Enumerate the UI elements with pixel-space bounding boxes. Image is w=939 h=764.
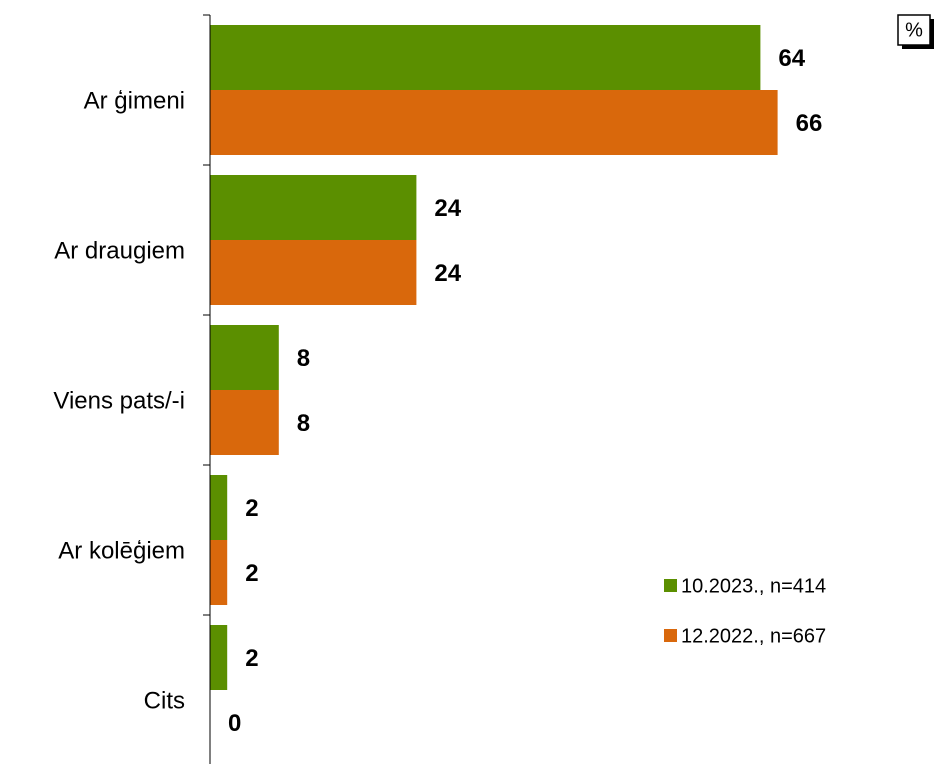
bar [210,390,279,455]
legend-swatch [664,579,677,592]
value-label: 24 [434,195,461,222]
bar [210,325,279,390]
category-label: Ar draugiem [54,237,185,264]
unit-box [897,14,931,46]
unit-label: % [905,19,923,41]
bar [210,90,778,155]
value-label: 0 [228,710,241,737]
category-label: Cits [144,687,185,714]
category-label: Ar ģimeni [84,87,185,114]
value-label: 64 [778,45,805,72]
bar [210,25,761,90]
category-label: Ar kolēģiem [58,537,185,564]
bar [210,540,228,605]
value-label: 8 [297,410,310,437]
value-label: 8 [297,345,310,372]
legend-swatch [664,629,677,642]
value-label: 2 [245,495,258,522]
bar [210,175,417,240]
legend-label: 10.2023., n=414 [681,575,826,597]
bar [210,625,228,690]
value-label: 24 [434,260,461,287]
bar [210,240,417,305]
value-label: 2 [245,560,258,587]
legend-label: 12.2022., n=667 [681,625,826,647]
bar [210,475,228,540]
value-label: 66 [796,110,823,137]
value-label: 2 [245,645,258,672]
category-label: Viens pats/-i [53,387,185,414]
